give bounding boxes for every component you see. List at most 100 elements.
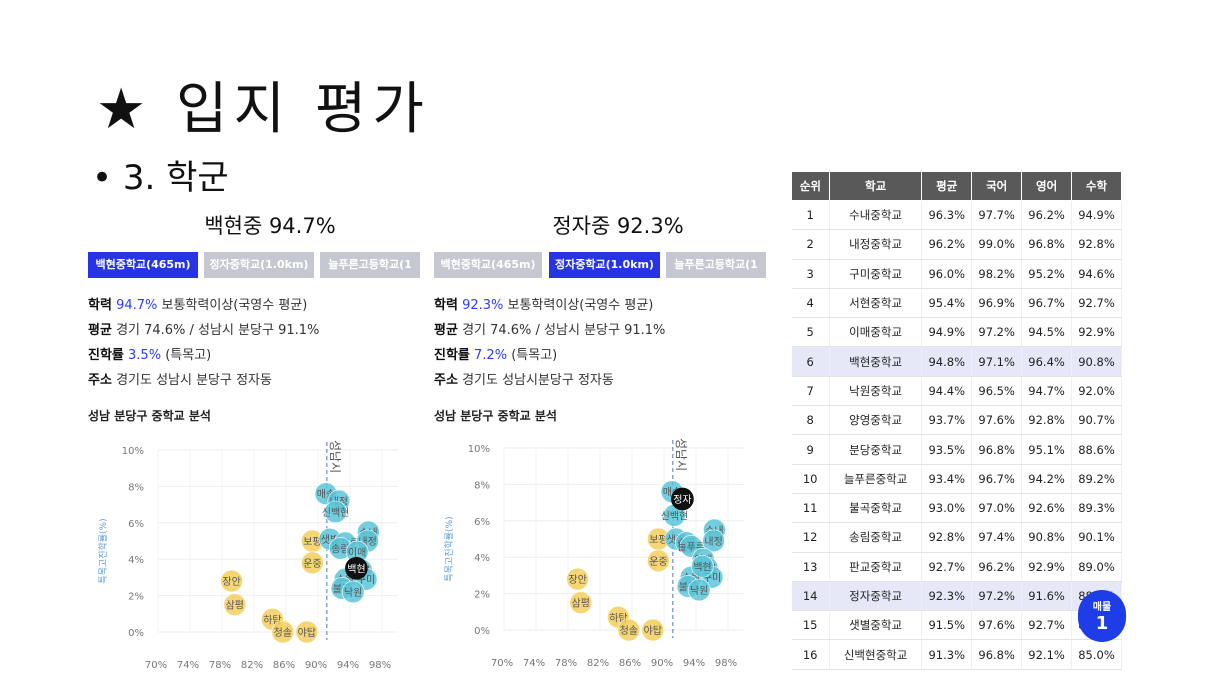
addr-row: 주소 경기도 성남시 분당구 정자동: [88, 368, 319, 393]
table-cell: 94.2%: [1021, 464, 1073, 494]
listing-badge-button[interactable]: 매물 1: [1078, 590, 1126, 642]
tab-jeongja-middle[interactable]: 정자중학교(1.0km): [549, 252, 660, 278]
data-point: [271, 620, 295, 644]
ranking-table: 순위 학교 평균 국어 영어 수학 1 수내중학교 96.3% 97.7% 96.2% 94.9% 2…: [791, 171, 1122, 670]
data-point: [566, 567, 589, 591]
addr-label: 주소: [434, 373, 458, 388]
table-cell: 93.0%: [921, 493, 973, 524]
y-tick-label: 6%: [128, 519, 144, 530]
table-cell: 98.2%: [971, 259, 1023, 289]
column-header: 영어: [1021, 171, 1073, 201]
data-point-label: 신백현: [322, 507, 350, 519]
addr-text: 경기도 성남시 분당구 정자동: [116, 373, 272, 388]
table-cell: 95.2%: [1021, 259, 1073, 289]
rate-value: 7.2%: [474, 348, 508, 363]
table-cell: 6: [791, 346, 830, 377]
reference-line-label: 성남시: [328, 440, 342, 473]
data-point: [687, 578, 711, 602]
data-point: [301, 551, 324, 575]
tab-baekhyeon-middle[interactable]: 백현중학교(465m): [434, 252, 542, 278]
data-point: [702, 529, 725, 553]
data-point-label: 백현: [347, 563, 365, 575]
table-row: 11 불곡중학교 93.0% 97.0% 92.6% 89.3%: [791, 493, 1122, 524]
table-cell: 94.5%: [1021, 317, 1073, 348]
table-cell: 16: [791, 639, 830, 670]
table-row: 12 송림중학교 92.8% 97.4% 90.8% 90.1%: [791, 522, 1122, 553]
table-cell: 4: [791, 288, 830, 319]
data-point: [223, 593, 247, 616]
badge-count: 1: [1095, 613, 1109, 634]
table-cell: 2: [791, 229, 830, 260]
tab-baekhyeon-middle[interactable]: 백현중학교(465m): [88, 252, 198, 278]
edu-value: 92.3%: [462, 298, 504, 313]
table-cell: 94.6%: [1071, 259, 1122, 289]
column-header: 평균: [921, 171, 973, 201]
x-tick-label: 94%: [683, 658, 705, 669]
table-row: 7 낙원중학교 94.4% 96.5% 94.7% 92.0%: [791, 376, 1122, 407]
y-tick-label: 4%: [128, 555, 144, 566]
data-point-label: 운중: [303, 558, 321, 570]
table-cell: 5: [791, 317, 830, 348]
table-cell: 92.8%: [1021, 405, 1073, 436]
table-cell: 89.2%: [1071, 464, 1122, 494]
data-point-label: 야탑: [298, 627, 316, 639]
x-tick-label: 98%: [715, 658, 737, 669]
table-cell: 96.5%: [971, 376, 1023, 407]
table-cell: 91.3%: [921, 639, 973, 670]
rate-value: 3.5%: [128, 348, 162, 363]
table-cell: 불곡중학교: [829, 493, 923, 524]
table-cell: 12: [791, 522, 830, 553]
avg-row: 평균 경기 74.6% / 성남시 분당구 91.1%: [434, 318, 665, 343]
data-point: [345, 557, 368, 580]
table-cell: 97.7%: [971, 200, 1023, 231]
tab-neulpureun-high[interactable]: 늘푸른고등학교(1: [666, 252, 766, 278]
table-cell: 92.6%: [1021, 493, 1073, 524]
table-cell: 92.7%: [1071, 288, 1122, 319]
table-cell: 89.0%: [1071, 552, 1122, 582]
y-tick-label: 6%: [474, 517, 490, 528]
x-tick-label: 90%: [305, 660, 327, 671]
data-point-label: 삼평: [572, 598, 590, 610]
x-tick-label: 82%: [241, 660, 263, 671]
addr-label: 주소: [88, 373, 112, 388]
table-cell: 96.8%: [971, 434, 1023, 465]
rate-desc: (특목고): [511, 348, 558, 363]
x-tick-label: 90%: [651, 658, 673, 669]
table-cell: 서현중학교: [829, 288, 923, 319]
table-cell: 이매중학교: [829, 317, 923, 348]
table-cell: 15: [791, 610, 830, 641]
ranking-table-wrap: 순위 학교 평균 국어 영어 수학 1 수내중학교 96.3% 97.7% 96.2% 94.9% 2…: [791, 171, 1122, 670]
table-cell: 90.8%: [1071, 346, 1122, 377]
table-cell: 93.5%: [921, 434, 973, 465]
x-tick-label: 70%: [491, 658, 513, 669]
table-cell: 96.3%: [921, 200, 973, 231]
edu-desc: 보통학력이상(국영수 평균): [507, 298, 654, 313]
tab-jeongja-middle[interactable]: 정자중학교(1.0km): [204, 252, 314, 278]
x-tick-label: 86%: [619, 658, 641, 669]
x-tick-label: 74%: [177, 660, 199, 671]
data-point: [569, 591, 593, 614]
table-row: 4 서현중학교 95.4% 96.9% 96.7% 92.7%: [791, 288, 1122, 319]
table-cell: 89.3%: [1071, 493, 1122, 524]
tab-neulpureun-high[interactable]: 늘푸른고등학교(1: [320, 252, 420, 278]
data-point-label: 정자: [673, 494, 691, 506]
table-cell: 97.6%: [971, 610, 1023, 641]
table-cell: 10: [791, 464, 830, 494]
table-cell: 수내중학교: [829, 200, 923, 231]
y-axis-label: 특목고진학률(%): [98, 518, 109, 583]
table-cell: 96.8%: [971, 639, 1023, 670]
badge-label: 매물: [1092, 602, 1112, 613]
scatter-chart-jeongja: 0% 2% 4% 6% 8% 10% 70% 74% 78% 82% 86% 90% 94% 98% 특목고…: [444, 438, 744, 669]
table-cell: 11: [791, 493, 830, 524]
table-cell: 3: [791, 259, 830, 289]
table-cell: 93.7%: [921, 405, 973, 436]
data-point: [641, 618, 665, 642]
school-info: 학력 92.3% 보통학력이상(국영수 평균) 평균 경기 74.6% / 성남…: [434, 293, 665, 393]
table-cell: 96.0%: [921, 259, 973, 289]
edu-value: 94.7%: [116, 298, 158, 313]
table-cell: 97.1%: [971, 346, 1023, 377]
table-cell: 94.7%: [1021, 376, 1073, 407]
table-cell: 96.7%: [971, 464, 1023, 494]
table-cell: 92.9%: [1071, 317, 1122, 348]
